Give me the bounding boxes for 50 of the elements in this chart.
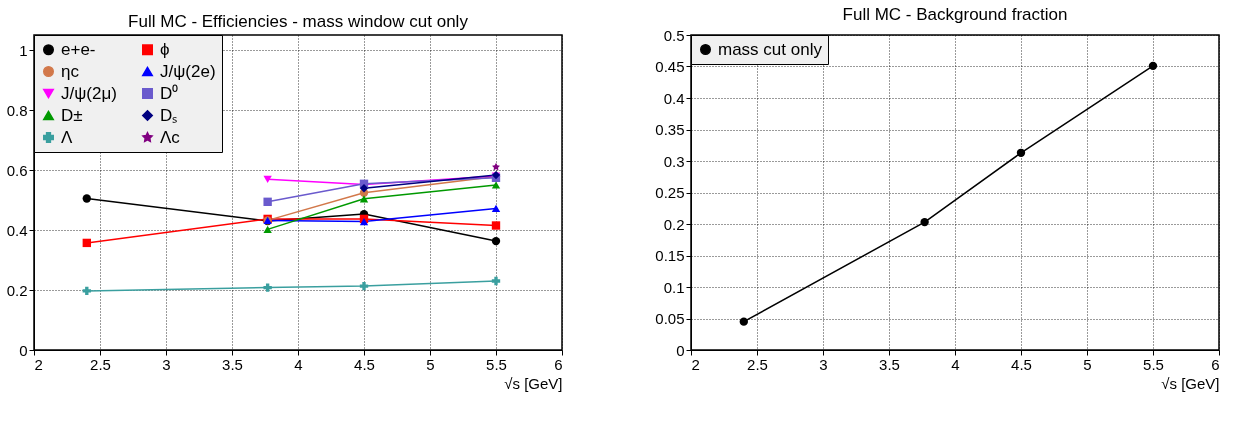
y-tick-label: 0.05 (655, 310, 685, 327)
x-tick-label: 3 (162, 355, 171, 373)
y-tick-label: 0.4 (663, 89, 685, 107)
y-tick-label: 0.1 (663, 278, 685, 296)
y-tick-label: 0.2 (6, 281, 28, 299)
x-tick-label: 6 (554, 355, 563, 373)
legend-label: mass cut only (718, 39, 823, 59)
y-tick-label: 0.4 (6, 221, 28, 239)
y-tick-label: 0.45 (655, 58, 685, 75)
y-tick-label: 0.3 (663, 152, 685, 170)
y-tick-label: 0.25 (655, 184, 685, 201)
legend-label: J/ψ(2e) (160, 61, 216, 81)
y-tick-label: 0.8 (6, 101, 28, 119)
x-axis-title: √s [GeV] (1161, 374, 1220, 392)
x-tick-label: 5 (426, 355, 435, 373)
legend-label: ϕ (160, 39, 170, 59)
y-tick-label: 0.6 (6, 161, 28, 179)
legend-label: D⁰ (160, 83, 179, 103)
y-tick-label: 0.2 (663, 215, 685, 233)
y-tick-label: 1 (19, 41, 28, 59)
x-tick-label: 3.5 (879, 355, 900, 373)
legend-label: e+e- (61, 39, 96, 59)
x-tick-label: 5 (1083, 355, 1092, 373)
legend-label: ηc (61, 61, 80, 81)
x-tick-label: 6 (1211, 355, 1220, 373)
x-tick-label: 2 (34, 355, 43, 373)
x-tick-label: 4.5 (354, 355, 375, 373)
y-tick-label: 0 (19, 341, 28, 359)
x-tick-label: 2.5 (90, 355, 111, 373)
x-tick-label: 2 (691, 355, 700, 373)
x-tick-label: 4 (951, 355, 960, 373)
x-tick-label: 3.5 (222, 355, 243, 373)
chart-title: Full MC - Efficiencies - mass window cut only (128, 11, 469, 31)
chart-title: Full MC - Background fraction (842, 5, 1068, 24)
y-tick-label: 0 (676, 341, 685, 359)
x-tick-label: 2.5 (747, 355, 768, 373)
x-tick-label: 5.5 (1143, 355, 1164, 373)
x-tick-label: 4 (294, 355, 303, 373)
legend-label: Λc (160, 127, 181, 147)
y-tick-label: 0.5 (663, 26, 685, 44)
x-tick-label: 4.5 (1011, 355, 1032, 373)
x-axis-title: √s [GeV] (504, 374, 563, 392)
x-tick-label: 3 (819, 355, 828, 373)
y-tick-label: 0.35 (655, 121, 685, 138)
legend-label: Λ (61, 127, 73, 147)
legend-label: D± (61, 105, 83, 125)
legend-label: J/ψ(2μ) (61, 83, 117, 103)
legend-label: Dₛ (160, 105, 178, 125)
x-tick-label: 5.5 (486, 355, 507, 373)
y-tick-label: 0.15 (655, 247, 685, 264)
